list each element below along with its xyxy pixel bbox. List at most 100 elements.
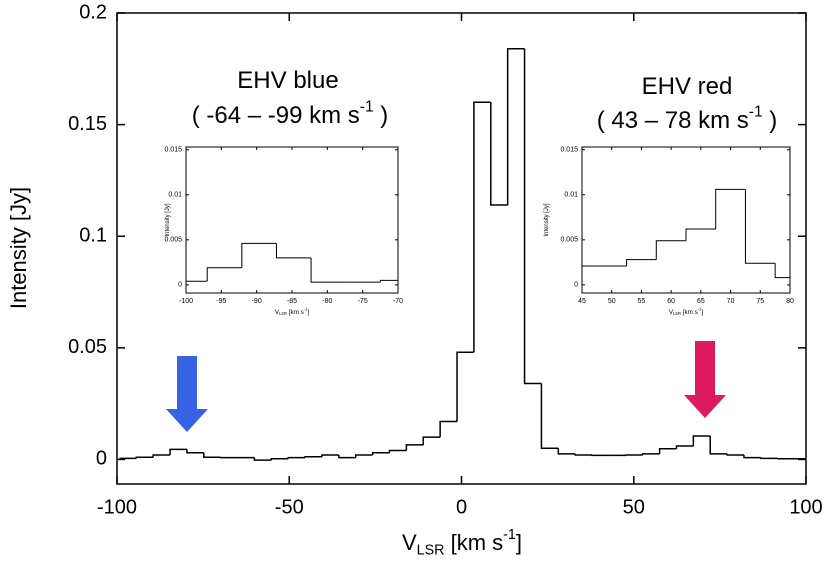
x-tick-label: 70	[727, 298, 735, 305]
histogram-step	[203, 452, 221, 458]
annotation-part: -1	[749, 104, 763, 121]
histogram-step	[241, 242, 277, 268]
y-tick-label: 0.1	[79, 225, 107, 247]
histogram-step	[675, 445, 694, 449]
annotation-part: )	[374, 102, 389, 129]
histogram-step	[685, 228, 716, 241]
annotation-part: ( 43 – 78 km s	[597, 107, 749, 134]
y-tick-label: 0.15	[68, 113, 107, 135]
y-axis-label-part: Intensity [Jy]	[6, 187, 31, 309]
x-tick-label: -100	[97, 496, 137, 518]
x-axis-label-part: ]	[516, 530, 522, 555]
x-tick-label: -70	[393, 298, 403, 305]
annotation-part: ( -64 – -99 km s	[192, 102, 360, 129]
histogram-step	[456, 351, 474, 422]
x-tick-label: 60	[667, 298, 675, 305]
x-axis-label-part: [km s	[681, 309, 698, 316]
histogram-step	[253, 457, 272, 461]
y-axis-label: Intensity [Jy]	[6, 187, 31, 309]
annotation: EHV red	[642, 73, 733, 100]
x-tick-label: 0	[456, 496, 467, 518]
histogram-step	[523, 48, 542, 385]
x-tick-label: 55	[638, 298, 646, 305]
histogram-step	[304, 456, 322, 458]
x-axis-label-part: -1	[698, 307, 702, 312]
plot-background	[582, 147, 790, 293]
annotation: EHV blue	[237, 67, 338, 94]
histogram-step	[626, 259, 657, 266]
x-axis-label-part: V	[275, 309, 280, 316]
histogram-step	[135, 456, 154, 459]
annotation-part: -1	[360, 99, 374, 116]
histogram-step	[321, 454, 339, 457]
histogram-step	[658, 447, 677, 454]
histogram-step	[655, 240, 686, 260]
x-tick-label: 80	[786, 298, 794, 305]
x-axis-label-part: [km s	[287, 309, 304, 316]
x-tick-label: 50	[608, 298, 616, 305]
histogram-step	[371, 451, 390, 455]
y-axis-label: Intensity [Jy]	[165, 203, 171, 236]
y-axis-label-part: Intensity [Jy]	[544, 203, 550, 236]
plot: 0 0.005 0.01 0.015 45 50 55 60 65 70 75 80 VLSR [km …	[544, 146, 794, 316]
histogram-step	[506, 47, 525, 205]
y-tick-label: 0.05	[68, 336, 107, 358]
histogram-step	[439, 420, 458, 438]
histogram-step	[354, 454, 373, 458]
histogram-step	[473, 101, 491, 353]
histogram-step	[774, 263, 790, 279]
histogram-step	[744, 189, 776, 264]
annotation-part: EHV blue	[237, 67, 338, 94]
arrow-head	[684, 395, 726, 418]
y-tick-label: 0	[574, 282, 578, 289]
histogram-step	[275, 243, 312, 259]
histogram-step	[310, 257, 346, 283]
histogram-step	[338, 454, 356, 459]
arrow-shaft	[177, 356, 197, 410]
histogram-step	[709, 436, 728, 455]
plot: 0 0.005 0.01 0.015 -100 -95 -90 -85 -80 -75 -70 VLS…	[164, 146, 403, 316]
plot-frame	[116, 12, 807, 485]
x-axis-label: VLSR [km s-1]	[275, 307, 310, 316]
x-tick-label: 50	[623, 496, 645, 518]
y-tick-label: 0.005	[164, 237, 182, 244]
x-axis-label-part: V	[402, 530, 417, 555]
annotation-part: EHV red	[642, 73, 733, 100]
histogram-step	[726, 453, 744, 456]
y-tick-label: 0.01	[168, 192, 182, 199]
x-tick-label: -95	[216, 298, 226, 305]
histogram-step	[692, 435, 711, 447]
histogram-step	[760, 457, 778, 460]
arrow-head	[166, 409, 208, 432]
blue-arrow	[166, 356, 208, 432]
x-axis-label: VLSR [km s-1]	[669, 307, 704, 316]
histogram-step	[270, 458, 289, 461]
histogram-step	[388, 449, 407, 453]
histogram-step	[379, 279, 398, 283]
annotation: ( -64 – -99 km s-1 )	[192, 99, 389, 130]
x-axis-label-part: -1	[503, 527, 516, 543]
x-tick-label: -90	[252, 298, 262, 305]
red-arrow	[684, 341, 726, 418]
y-tick-label: 0.01	[564, 192, 578, 199]
histogram-step	[743, 454, 761, 459]
arrow-shaft	[695, 341, 715, 396]
histogram-step	[557, 448, 576, 455]
histogram-step	[540, 383, 559, 450]
series	[186, 242, 398, 283]
histogram-step	[287, 456, 306, 459]
histogram-step	[422, 436, 441, 445]
x-axis-label-part: LSR	[417, 542, 445, 558]
x-axis-label-part: LSR	[279, 311, 287, 316]
histogram-step	[405, 444, 424, 451]
y-tick-label: 0.2	[79, 1, 107, 23]
x-axis-label-part: -1	[304, 307, 308, 312]
histogram-step	[490, 102, 508, 206]
histogram-step	[641, 453, 660, 455]
x-tick-label: -75	[358, 298, 368, 305]
y-axis-label-part: Intensity [Jy]	[165, 203, 171, 236]
x-tick-label: -100	[179, 298, 193, 305]
y-axis-label: Intensity [Jy]	[544, 203, 550, 236]
annotation: ( 43 – 78 km s-1 )	[597, 104, 778, 135]
series	[582, 188, 790, 279]
